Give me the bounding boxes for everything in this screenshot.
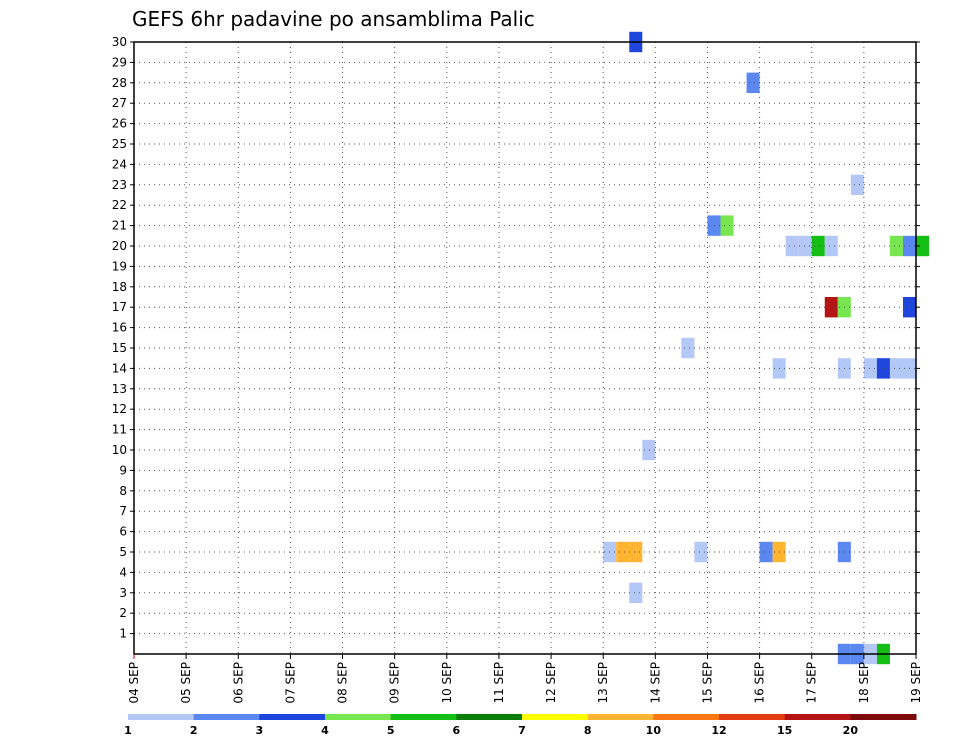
- colorbar-label-10: 15: [777, 724, 792, 737]
- x-tick-label-15: 19 SEP: [909, 662, 923, 704]
- precipitation-cells: [603, 31, 930, 665]
- y-tick-label-9: 9: [119, 463, 127, 477]
- x-tick-label-4: 08 SEP: [336, 662, 350, 704]
- x-tick-label-10: 14 SEP: [648, 662, 662, 704]
- precip-cell-6: [798, 235, 812, 257]
- colorbar-label-0: 1: [124, 724, 132, 737]
- grid-lines: [134, 42, 916, 654]
- x-tick-label-8: 12 SEP: [544, 662, 558, 704]
- precip-cell-12: [824, 297, 838, 318]
- x-tick-label-14: 18 SEP: [857, 662, 871, 704]
- colorbar-label-4: 5: [387, 724, 395, 737]
- x-tick-label-0: 04 SEP: [127, 662, 141, 704]
- colorbar-label-11: 20: [843, 724, 859, 737]
- y-tick-label-20: 20: [112, 239, 127, 253]
- precip-cell-4: [720, 215, 734, 236]
- y-tick-label-17: 17: [112, 300, 127, 314]
- x-axis: 04 SEP 05 SEP 06 SEP 07 SEP 08 SEP 09 SEP 10 S…: [127, 654, 923, 704]
- y-tick-label-28: 28: [112, 76, 127, 90]
- precip-cell-27: [759, 541, 773, 563]
- x-tick-label-3: 07 SEP: [283, 662, 297, 704]
- y-tick-label-13: 13: [112, 382, 127, 396]
- y-tick-label-14: 14: [112, 361, 127, 375]
- y-tick-label-25: 25: [112, 137, 127, 151]
- colorbar-swatch-8: [653, 714, 720, 720]
- y-tick-label-5: 5: [119, 545, 127, 559]
- colorbar-swatch-11: [850, 714, 917, 720]
- y-tick-label-2: 2: [119, 606, 127, 620]
- x-tick-label-9: 13 SEP: [596, 662, 610, 704]
- colorbar-swatch-10: [784, 714, 851, 720]
- y-tick-label-19: 19: [112, 259, 127, 273]
- precip-cell-8: [824, 235, 838, 257]
- colorbar-swatch-0: [128, 714, 195, 720]
- precip-cell-15: [681, 337, 695, 359]
- precip-cell-26: [694, 541, 708, 563]
- y-tick-label-3: 3: [119, 586, 127, 600]
- colorbar-label-2: 3: [256, 724, 264, 737]
- y-tick-label-10: 10: [112, 443, 127, 457]
- y-tick-label-23: 23: [112, 178, 127, 192]
- y-tick-label-7: 7: [119, 504, 127, 518]
- y-tick-label-18: 18: [112, 280, 127, 294]
- precip-cell-11: [916, 235, 930, 257]
- precip-cell-20: [889, 358, 903, 379]
- colorbar-label-9: 12: [711, 724, 726, 737]
- precip-cell-3: [707, 215, 721, 236]
- x-tick-label-1: 05 SEP: [179, 662, 193, 704]
- colorbar-label-7: 8: [584, 724, 592, 737]
- y-tick-label-24: 24: [112, 157, 127, 171]
- colorbar: 1 2 3 4 5 6 7 8 10 12 15 20: [124, 714, 917, 737]
- colorbar-swatch-2: [259, 714, 326, 720]
- y-tick-label-11: 11: [112, 423, 127, 437]
- y-tick-label-15: 15: [112, 341, 127, 355]
- y-tick-label-26: 26: [112, 117, 127, 131]
- x-tick-label-6: 10 SEP: [440, 662, 454, 704]
- colorbar-label-5: 6: [453, 724, 461, 737]
- precip-cell-18: [863, 358, 877, 379]
- precip-cell-9: [889, 235, 903, 257]
- precip-cell-22: [642, 439, 656, 461]
- chart-title: GEFS 6hr padavine po ansamblima Palic: [132, 7, 535, 31]
- colorbar-swatch-3: [325, 714, 392, 720]
- colorbar-swatch-6: [522, 714, 589, 720]
- colorbar-label-3: 4: [321, 724, 329, 737]
- y-axis: 1234567891011121314151617181920212223242…: [112, 35, 920, 641]
- y-tick-label-21: 21: [112, 219, 127, 233]
- y-tick-label-30: 30: [112, 35, 127, 49]
- precip-cell-2: [850, 174, 864, 195]
- x-tick-label-12: 16 SEP: [753, 662, 767, 704]
- x-tick-label-11: 15 SEP: [700, 662, 714, 704]
- y-tick-label-22: 22: [112, 198, 127, 212]
- colorbar-label-1: 2: [190, 724, 198, 737]
- precip-cell-19: [876, 358, 890, 379]
- x-tick-label-13: 17 SEP: [805, 662, 819, 704]
- colorbar-label-8: 10: [646, 724, 662, 737]
- precip-cell-25: [629, 541, 643, 563]
- colorbar-swatch-4: [390, 714, 457, 720]
- y-tick-label-6: 6: [119, 525, 127, 539]
- y-tick-label-4: 4: [119, 565, 127, 579]
- y-tick-label-8: 8: [119, 484, 127, 498]
- y-tick-label-1: 1: [119, 627, 127, 641]
- x-tick-label-5: 09 SEP: [388, 662, 402, 704]
- y-tick-label-29: 29: [112, 55, 127, 69]
- colorbar-swatch-9: [719, 714, 786, 720]
- precip-cell-5: [785, 235, 799, 257]
- y-tick-label-12: 12: [112, 402, 127, 416]
- y-tick-label-16: 16: [112, 321, 127, 335]
- colorbar-swatch-1: [193, 714, 260, 720]
- precip-cell-7: [811, 235, 825, 257]
- y-tick-label-27: 27: [112, 96, 127, 110]
- colorbar-swatch-5: [456, 714, 523, 720]
- colorbar-label-6: 7: [518, 724, 526, 737]
- precip-cell-30: [629, 582, 643, 603]
- precip-cell-1: [746, 72, 760, 93]
- precip-cell-24: [616, 541, 630, 563]
- x-tick-label-2: 06 SEP: [231, 662, 245, 704]
- x-tick-label-7: 11 SEP: [492, 662, 506, 704]
- colorbar-swatch-7: [587, 714, 654, 720]
